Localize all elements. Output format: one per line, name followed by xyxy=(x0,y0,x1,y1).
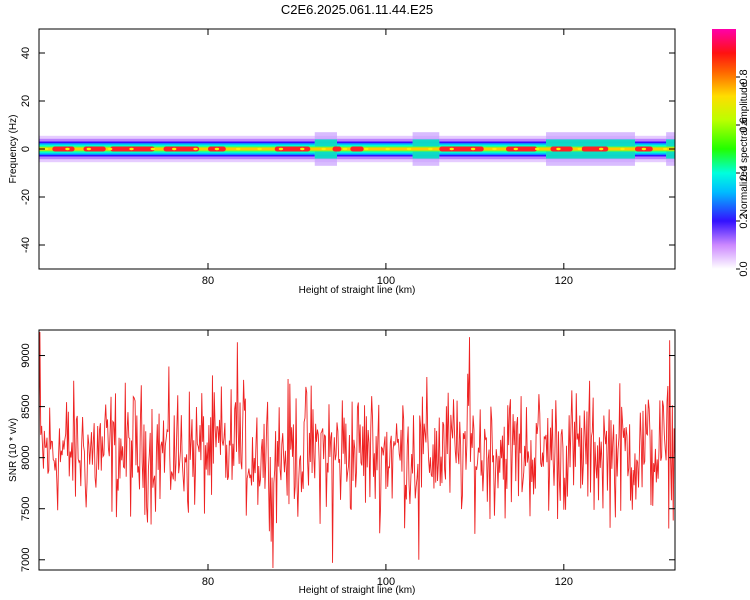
spectrogram-bead xyxy=(193,147,198,151)
colorbar-label: Normalized spectral amplitude xyxy=(739,81,750,216)
spectrogram-bead xyxy=(577,147,583,151)
spectrogram-bead xyxy=(278,147,284,151)
spectrogram-heatmap xyxy=(39,132,675,166)
spectrogram-bead xyxy=(172,147,177,151)
spectrogram-bead xyxy=(598,147,604,151)
spectrogram-peak-segment xyxy=(52,146,75,152)
snr-ytick-label: 7500 xyxy=(20,496,32,520)
snr-ylabel: SNR (10 * v/v) xyxy=(8,418,19,482)
spectrogram-bead xyxy=(385,147,390,151)
spectrogram-bead xyxy=(236,147,241,151)
spectrogram-peak-segment xyxy=(350,146,364,152)
spectrogram-bead xyxy=(492,147,497,151)
spectrogram-bead xyxy=(406,147,412,151)
spectrogram-ytick-label: -40 xyxy=(20,237,32,253)
spectrogram-panel: 80 100 120 -40 -20 0 20 40 Height of straight l… xyxy=(8,28,676,296)
spectrogram-bead xyxy=(300,147,305,151)
spectrogram-ytick-label: 40 xyxy=(20,47,32,59)
colorbar-ticks: 0.0 0.2 0.4 0.6 0.8 xyxy=(736,69,750,277)
snr-panel: 80 100 120 7000 7500 8000 8500 9000 Height of s… xyxy=(8,329,676,596)
spectrogram-peak-segment xyxy=(163,146,200,152)
snr-ytick-label: 7000 xyxy=(20,548,32,572)
spectrogram-bead xyxy=(129,147,134,151)
spectrogram-bead xyxy=(342,147,348,151)
snr-xtick-label: 120 xyxy=(555,576,573,588)
chart-title: C2E6.2025.061.11.44.E25 xyxy=(281,2,433,17)
snr-ytick-label: 9000 xyxy=(20,343,32,367)
colorbar-tick-label: 0.4 xyxy=(738,165,750,180)
spectrogram-bead xyxy=(449,147,454,151)
snr-xtick-label: 80 xyxy=(202,576,214,588)
snr-series-line xyxy=(39,332,675,568)
spectrogram-bead xyxy=(620,147,625,151)
snr-xtick-label: 100 xyxy=(377,576,395,588)
spectrogram-bead xyxy=(257,147,262,151)
spectrogram-bead xyxy=(86,147,92,151)
colorbar-tick-label: 0.2 xyxy=(738,213,750,228)
spectrogram-xtick-label: 120 xyxy=(555,275,573,287)
spectrogram-bead xyxy=(150,147,156,151)
colorbar-tick-label: 0.0 xyxy=(738,261,750,276)
spectrogram-peak-segment xyxy=(550,146,573,152)
snr-ytick-label: 8500 xyxy=(20,394,32,418)
spectrogram-bead xyxy=(321,147,326,151)
snr-plot-area xyxy=(39,332,675,568)
spectrogram-ytick-label: 20 xyxy=(20,95,32,107)
spectrogram-bead xyxy=(534,147,540,151)
spectrogram-bead xyxy=(43,147,49,151)
spectrogram-ylabel: Frequency (Hz) xyxy=(8,115,19,184)
spectrogram-xtick-label: 80 xyxy=(202,275,214,287)
spectrogram-peak-segment xyxy=(83,146,106,152)
spectrogram-xtick-label: 100 xyxy=(377,275,395,287)
snr-xlabel: Height of straight line (km) xyxy=(299,585,416,596)
spectrogram-bead xyxy=(513,147,518,151)
snr-ticks: 80 100 120 7000 7500 8000 8500 9000 xyxy=(20,330,675,588)
spectrogram-xlabel: Height of straight line (km) xyxy=(299,285,416,296)
colorbar: 0.0 0.2 0.4 0.6 0.8 Normalized spectral ampl… xyxy=(712,29,750,277)
snr-frame xyxy=(38,329,676,571)
colorbar-tick-label: 0.6 xyxy=(738,117,750,132)
spectrogram-bead xyxy=(214,147,220,151)
colorbar-gradient xyxy=(712,29,736,269)
spectrogram-peak-segment xyxy=(439,146,484,152)
spectrogram-peak-segment xyxy=(274,146,311,152)
spectrogram-peak-segment xyxy=(332,146,342,152)
spectrogram-ticks: 80 100 120 -40 -20 0 20 40 xyxy=(20,29,675,287)
spectrogram-bead xyxy=(364,147,369,151)
spectrogram-ytick-label: 0 xyxy=(20,146,32,152)
spectrogram-ytick-label: -20 xyxy=(20,189,32,205)
spectrogram-bead xyxy=(65,147,70,151)
colorbar-tick-label: 0.8 xyxy=(738,69,750,84)
spectrogram-bead xyxy=(556,147,561,151)
spectrogram-bead xyxy=(641,147,647,151)
spectrogram-bead xyxy=(428,147,433,151)
spectrogram-bead xyxy=(663,147,668,151)
spectrogram-bead xyxy=(470,147,476,151)
spectrogram-peak-segment xyxy=(581,146,609,152)
spectrogram-peak-segment xyxy=(505,146,538,152)
spectrogram-bead xyxy=(107,147,113,151)
snr-ytick-label: 8000 xyxy=(20,445,32,469)
